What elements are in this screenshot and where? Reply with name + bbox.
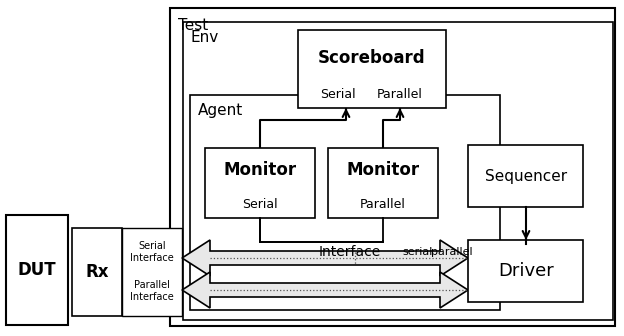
Bar: [328, 148, 438, 218]
Text: Driver: Driver: [498, 262, 554, 280]
Text: Sequencer: Sequencer: [485, 168, 567, 183]
Text: Scoreboard: Scoreboard: [318, 49, 426, 67]
Text: Parallel: Parallel: [377, 88, 423, 101]
Text: DUT: DUT: [17, 261, 56, 279]
Text: serial: serial: [403, 247, 433, 257]
Text: Monitor: Monitor: [223, 161, 296, 179]
Bar: [122, 228, 182, 316]
Text: Parallel
Interface: Parallel Interface: [130, 280, 174, 302]
Bar: [468, 145, 583, 207]
Bar: [298, 30, 446, 108]
Text: Serial
Interface: Serial Interface: [130, 241, 174, 263]
Text: Interface: Interface: [319, 245, 381, 259]
Bar: [205, 148, 315, 218]
Text: Rx: Rx: [85, 263, 109, 281]
Bar: [170, 8, 615, 326]
Text: Test: Test: [178, 18, 208, 33]
Polygon shape: [182, 240, 468, 276]
Text: Parallel: Parallel: [360, 198, 406, 210]
Bar: [72, 228, 122, 316]
Text: Monitor: Monitor: [346, 161, 419, 179]
Bar: [6, 215, 68, 325]
Polygon shape: [182, 272, 468, 308]
Bar: [468, 240, 583, 302]
Text: Env: Env: [191, 30, 219, 45]
Bar: [183, 22, 613, 320]
Bar: [190, 95, 500, 310]
Text: parallel: parallel: [431, 247, 473, 257]
Text: Agent: Agent: [198, 103, 243, 118]
Text: Serial: Serial: [320, 88, 356, 101]
Text: Serial: Serial: [242, 198, 278, 210]
